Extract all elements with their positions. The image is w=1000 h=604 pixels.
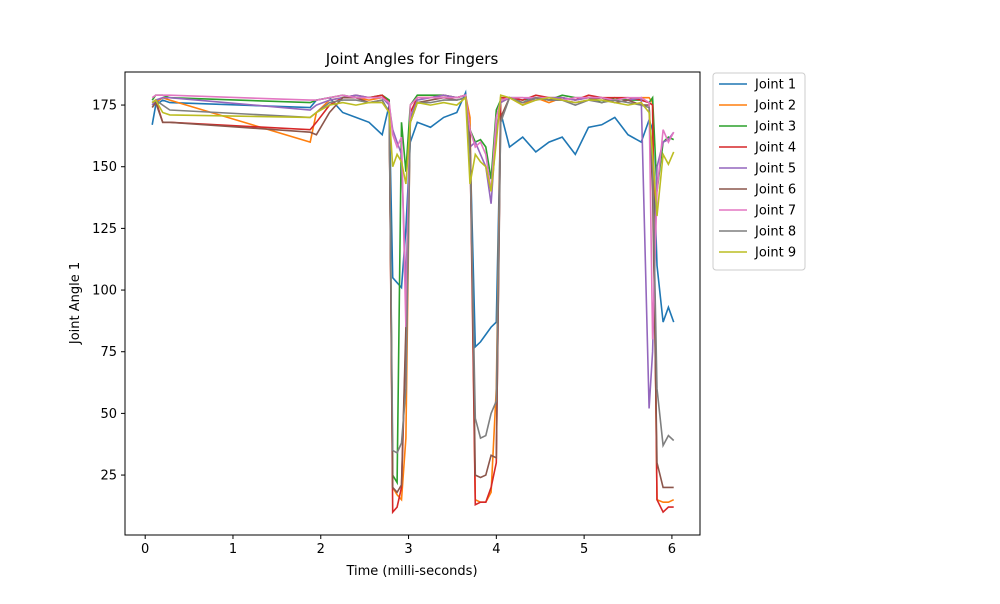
series-line (151, 96, 674, 494)
series-line (151, 94, 675, 409)
x-tick-label: 6 (668, 542, 676, 557)
series-line (151, 96, 675, 455)
x-axis-label: Time (milli-seconds) (345, 564, 477, 579)
legend-label: Joint 3 (754, 120, 796, 135)
x-tick-label: 3 (404, 542, 412, 557)
series-line (151, 94, 675, 217)
legend-label: Joint 8 (754, 225, 796, 240)
y-tick-label: 100 (92, 284, 117, 299)
x-tick-label: 1 (229, 542, 237, 557)
x-tick-label: 4 (492, 542, 500, 557)
y-axis-label: Joint Angle 1 (68, 262, 83, 345)
y-tick-label: 75 (100, 345, 117, 360)
series-line (151, 89, 675, 349)
series-line (151, 94, 675, 340)
y-tick-label: 175 (92, 99, 117, 114)
y-tick-label: 150 (92, 160, 117, 175)
x-tick-label: 5 (580, 542, 588, 557)
series-line (151, 94, 675, 503)
legend-label: Joint 2 (754, 99, 796, 114)
plot-frame (124, 71, 701, 536)
series-line (151, 94, 674, 515)
y-tick-label: 50 (100, 407, 117, 422)
legend-label: Joint 6 (754, 183, 796, 198)
x-tick-label: 0 (141, 542, 149, 557)
chart-title: Joint Angles for Fingers (325, 50, 499, 68)
legend-box (712, 72, 806, 271)
legend-label: Joint 9 (754, 246, 796, 261)
x-tick-label: 2 (317, 542, 325, 557)
y-tick-label: 125 (92, 222, 117, 237)
legend-label: Joint 4 (754, 141, 796, 156)
legend-label: Joint 1 (754, 78, 796, 93)
y-tick-label: 25 (100, 469, 117, 484)
legend-label: Joint 5 (754, 162, 796, 177)
series-line (151, 94, 675, 486)
legend-label: Joint 7 (754, 204, 796, 219)
